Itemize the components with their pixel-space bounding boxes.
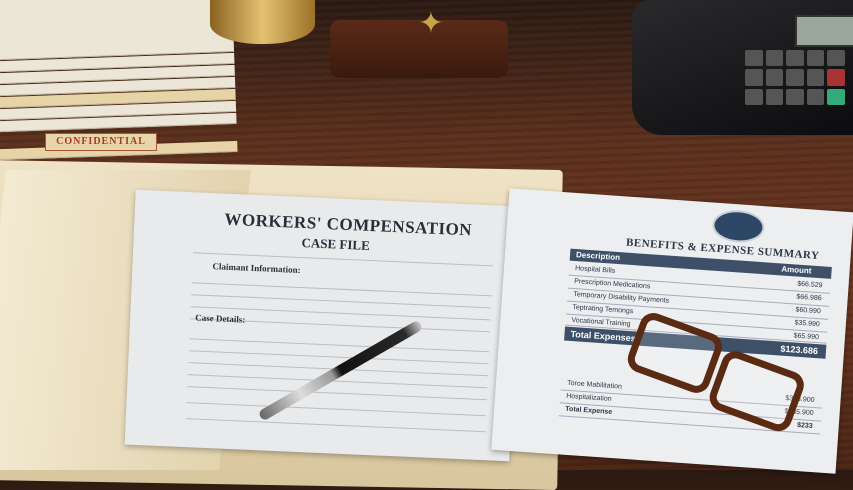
case-file-title: WORKERS' COMPENSATION — [224, 209, 473, 240]
eagle-statue-base — [330, 20, 508, 78]
official-seal-icon — [711, 208, 766, 245]
case-file-document: WORKERS' COMPENSATION CASE FILE Claimant… — [124, 189, 521, 462]
case-details-heading: Case Details: — [195, 312, 246, 325]
phone-keypad — [745, 50, 845, 105]
brass-lamp-base — [210, 0, 315, 44]
confidential-label: CONFIDENTIAL — [45, 133, 157, 151]
col-description: Description — [575, 250, 621, 263]
claimant-heading: Claimant Information: — [212, 261, 301, 275]
case-file-subtitle: CASE FILE — [301, 235, 371, 253]
eagle-icon: ✦ — [418, 7, 444, 40]
phone-screen — [795, 15, 853, 47]
col-amount: Amount — [781, 264, 812, 276]
total-amount: $123.686 — [780, 343, 819, 357]
